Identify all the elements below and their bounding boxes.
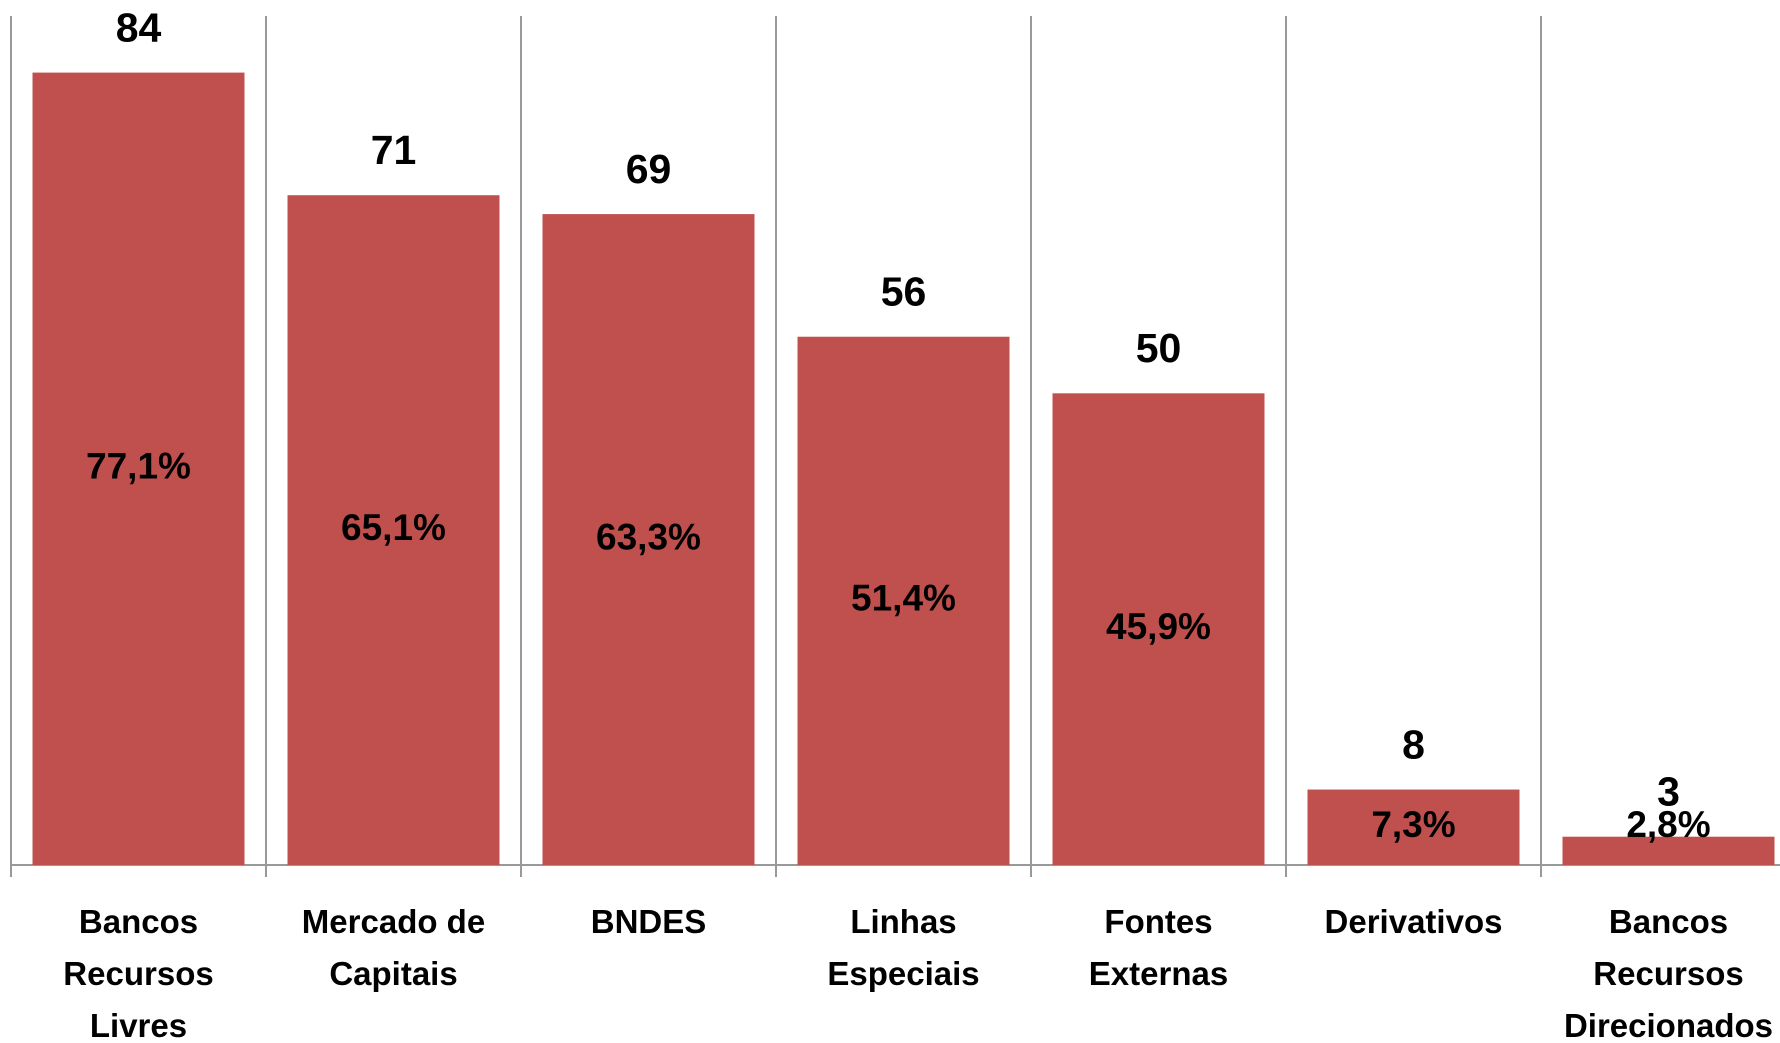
bar <box>542 214 755 866</box>
x-tick-label: Mercado de Capitais <box>301 903 486 992</box>
x-tick-label: Fontes Externas <box>1088 903 1229 992</box>
value-label: 71 <box>371 127 417 173</box>
x-tick-label: BNDES <box>590 903 707 940</box>
bar <box>797 336 1010 865</box>
value-label: 3 <box>1657 769 1680 815</box>
x-tick-label: Linhas Especiais <box>827 903 980 992</box>
bar <box>1307 789 1520 865</box>
bar <box>1562 836 1775 865</box>
x-tick-label: Bancos Recursos Direcionados <box>1563 903 1774 1043</box>
share-label: 63,3% <box>596 516 701 557</box>
bar <box>32 72 245 866</box>
value-label: 50 <box>1136 325 1182 371</box>
share-label: 65,1% <box>341 507 446 548</box>
x-tick-label: Derivativos <box>1324 903 1503 940</box>
share-label: 77,1% <box>86 446 191 487</box>
value-label: 8 <box>1402 721 1425 767</box>
share-label: 2,8% <box>1626 804 1710 845</box>
share-label: 51,4% <box>851 578 956 619</box>
value-label: 69 <box>626 146 672 192</box>
bar <box>287 195 500 865</box>
value-label: 84 <box>116 4 162 50</box>
share-label: 45,9% <box>1106 606 1211 647</box>
bar <box>1052 393 1265 865</box>
value-label: 56 <box>881 269 927 315</box>
share-label: 7,3% <box>1371 804 1455 845</box>
x-tick-label: Bancos Recursos Livres <box>63 903 214 1043</box>
